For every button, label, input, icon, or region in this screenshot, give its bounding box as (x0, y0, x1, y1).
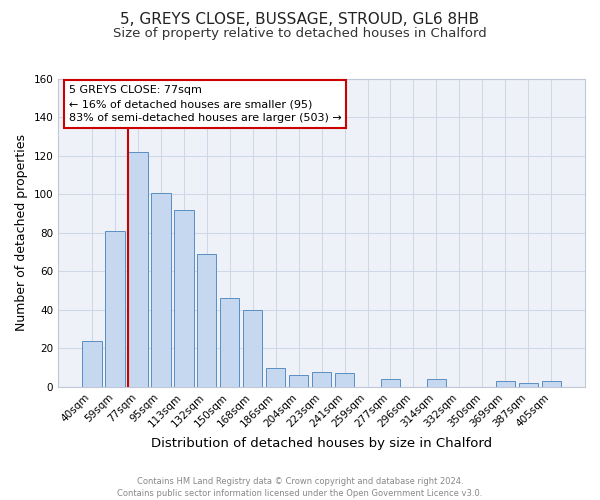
Bar (289, 376, 308, 387)
Bar (312, 372, 331, 387)
Bar (197, 254, 217, 387)
Bar (381, 379, 400, 387)
Y-axis label: Number of detached properties: Number of detached properties (15, 134, 28, 332)
Bar (542, 381, 561, 387)
Bar (174, 210, 194, 387)
Text: 5, GREYS CLOSE, BUSSAGE, STROUD, GL6 8HB: 5, GREYS CLOSE, BUSSAGE, STROUD, GL6 8HB (121, 12, 479, 28)
X-axis label: Distribution of detached houses by size in Chalford: Distribution of detached houses by size … (151, 437, 492, 450)
Bar (427, 379, 446, 387)
Bar (266, 368, 286, 387)
Bar (105, 231, 125, 387)
Bar (496, 381, 515, 387)
Bar (518, 383, 538, 387)
Bar (82, 341, 101, 387)
Text: 5 GREYS CLOSE: 77sqm
← 16% of detached houses are smaller (95)
83% of semi-detac: 5 GREYS CLOSE: 77sqm ← 16% of detached h… (69, 85, 341, 123)
Bar (243, 310, 262, 387)
Text: Contains HM Land Registry data © Crown copyright and database right 2024.
Contai: Contains HM Land Registry data © Crown c… (118, 476, 482, 498)
Bar (128, 152, 148, 387)
Text: Size of property relative to detached houses in Chalford: Size of property relative to detached ho… (113, 28, 487, 40)
Bar (151, 192, 170, 387)
Bar (220, 298, 239, 387)
Bar (335, 374, 355, 387)
